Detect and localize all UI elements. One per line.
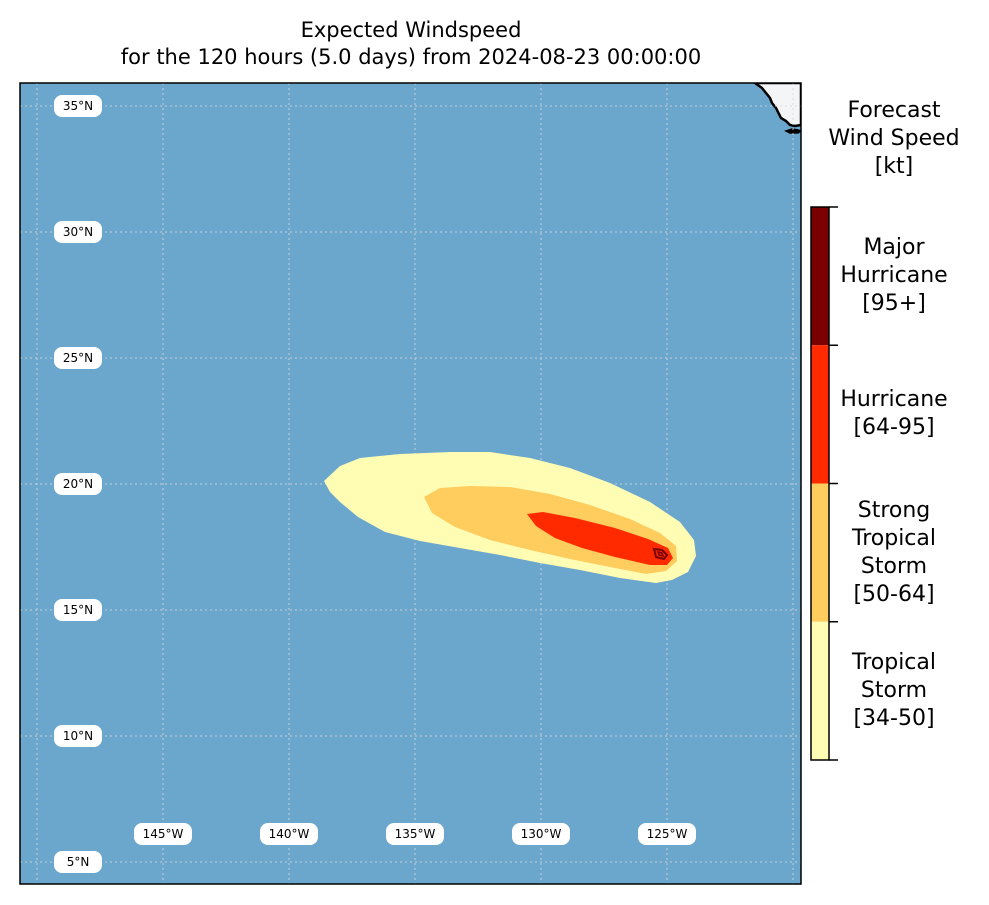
- colorbar-segment-1: [811, 345, 829, 484]
- colorbar-category-label-3: Tropical Storm [34-50]: [824, 649, 964, 733]
- colorbar-segment-2: [811, 483, 829, 622]
- lon-label-0-box: [134, 823, 192, 845]
- lat-label-5-box: [54, 725, 102, 747]
- lat-label-1-box: [54, 221, 102, 243]
- colorbar-title-line-3: [kt]: [874, 154, 914, 179]
- hurricane-swath: [527, 512, 673, 565]
- colorbar-category-label-3-line-1: Storm: [860, 677, 928, 703]
- lat-label-4: 15°N: [63, 603, 93, 617]
- colorbar-category-label-0-line-2: [95+]: [862, 291, 926, 317]
- lat-label-6: 5°N: [67, 855, 90, 869]
- lat-label-2: 25°N: [63, 351, 93, 365]
- lat-label-4-box: [54, 599, 102, 621]
- lon-label-2: 135°W: [395, 827, 436, 841]
- lat-label-0-box: [54, 95, 102, 117]
- major-hurricane-inner-contour: [656, 550, 665, 558]
- latitude-labels: 35°N 30°N 25°N 20°N 15°N 10°N 5°N: [54, 95, 102, 873]
- lon-label-2-box: [386, 823, 444, 845]
- lon-label-4: 125°W: [647, 827, 688, 841]
- colorbar-category-label-2-line-0: Strong: [857, 497, 931, 523]
- map-frame: [19, 82, 802, 885]
- land-area: [752, 83, 801, 128]
- colorbar-category-label-2-line-3: [50-64]: [853, 581, 935, 607]
- lon-label-1-box: [260, 823, 318, 845]
- chart-title: Expected Windspeed: [300, 18, 522, 42]
- colorbar: [810, 206, 838, 761]
- longitude-labels: 145°W 140°W 135°W 130°W 125°W: [134, 823, 696, 845]
- colorbar-category-label-1: Hurricane [64-95]: [824, 386, 964, 442]
- lat-label-6-box: [54, 851, 102, 873]
- lat-label-3: 20°N: [63, 477, 93, 491]
- colorbar-category-label-0: Major Hurricane [95+]: [824, 234, 964, 318]
- colorbar-category-label-1-line-0: Hurricane: [840, 387, 948, 413]
- colorbar-category-label-0-line-1: Hurricane: [840, 263, 948, 289]
- lon-label-1: 140°W: [269, 827, 310, 841]
- colorbar-segment-3: [811, 621, 829, 760]
- lon-label-0: 145°W: [143, 827, 184, 841]
- colorbar-category-label-2: Strong Tropical Storm [50-64]: [824, 497, 964, 609]
- lon-label-3: 130°W: [521, 827, 562, 841]
- lon-label-4-box: [638, 823, 696, 845]
- lon-label-3-box: [512, 823, 570, 845]
- lat-label-5: 10°N: [63, 729, 93, 743]
- colorbar-title-line-2: Wind Speed: [828, 126, 960, 151]
- chart-subtitle: for the 120 hours (5.0 days) from 2024-0…: [120, 45, 702, 69]
- lat-label-0: 35°N: [63, 99, 93, 113]
- colorbar-category-label-1-line-1: [64-95]: [853, 415, 935, 441]
- colorbar-category-label-3-line-0: Tropical: [852, 649, 936, 675]
- island-shape: [784, 128, 801, 134]
- major-hurricane-contour: [652, 547, 669, 561]
- colorbar-segment-0: [811, 207, 829, 346]
- colorbar-category-label-0-line-0: Major: [863, 235, 925, 261]
- lat-label-1: 30°N: [63, 225, 93, 239]
- lat-label-3-box: [54, 473, 102, 495]
- lat-label-2-box: [54, 347, 102, 369]
- colorbar-title-line-1: Forecast: [847, 98, 941, 123]
- colorbar-category-label-2-line-1: Tropical: [852, 525, 936, 551]
- colorbar-category-label-2-line-2: Storm: [860, 553, 928, 579]
- colorbar-category-label-3-line-2: [34-50]: [853, 705, 935, 731]
